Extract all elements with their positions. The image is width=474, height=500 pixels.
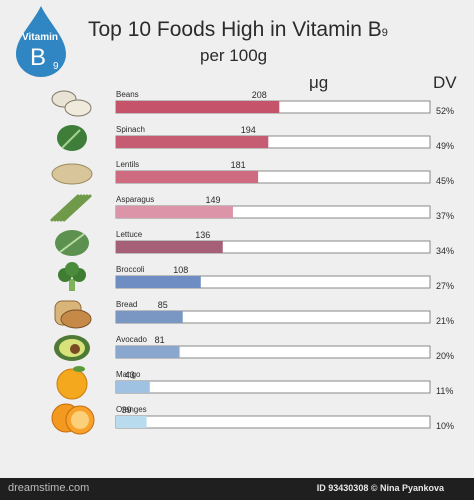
oranges-icon [51, 403, 95, 435]
footer-logo: dreamstime.com [8, 482, 90, 494]
data-bar [116, 276, 201, 288]
data-bar [116, 241, 223, 253]
category-label: Lettuce [116, 230, 143, 239]
value-label: 85 [158, 300, 168, 310]
dv-label: 52% [436, 106, 454, 116]
data-bar [116, 206, 233, 218]
value-label: 136 [195, 230, 210, 240]
footer-bar: dreamstime.com ID 93430308 © Nina Pyanko… [0, 478, 474, 500]
bread-icon [54, 300, 92, 329]
dv-label: 11% [436, 386, 453, 396]
data-bar [116, 381, 150, 393]
mango-icon [56, 366, 88, 400]
value-label: 181 [231, 160, 246, 170]
category-label: Spinach [116, 125, 145, 134]
data-bar [116, 346, 180, 358]
data-bar [116, 311, 183, 323]
bar-track [115, 415, 431, 429]
chart-title-main: Top 10 Foods High in Vitamin B [88, 18, 382, 41]
category-label: Beans [116, 90, 139, 99]
vitamin-drop-icon [16, 6, 66, 77]
badge-label: Vitamin [22, 32, 58, 43]
badge-subscript: 9 [53, 61, 59, 72]
beans-icon [51, 90, 92, 117]
chart-title-subscript: 9 [381, 27, 388, 39]
dv-label: 49% [436, 141, 454, 151]
spinach-icon [57, 125, 87, 151]
value-label: 149 [205, 195, 220, 205]
dv-label: 21% [436, 316, 454, 326]
category-label: Lentils [116, 160, 139, 169]
category-label: Mango [116, 370, 141, 379]
dv-label: 45% [436, 176, 454, 186]
data-bar [116, 101, 280, 113]
dv-label: 34% [436, 246, 454, 256]
category-label: Avocado [116, 335, 148, 344]
chart-subtitle: per 100g [200, 46, 268, 65]
value-label: 39 [122, 405, 132, 415]
food-bar-chart: Beans 208 52% Spinach 194 49% Lentils 181 45% Asp… [50, 90, 454, 435]
category-label: Asparagus [116, 195, 154, 204]
category-label: Oranges [116, 405, 147, 414]
value-label: 108 [173, 265, 188, 275]
category-label: Bread [116, 300, 137, 309]
value-label: 81 [155, 335, 165, 345]
data-bar [116, 171, 259, 183]
dv-label: 20% [436, 351, 454, 361]
data-bar [116, 136, 269, 148]
data-bar [116, 416, 147, 428]
avocado-icon [54, 335, 90, 361]
dv-label: 27% [436, 281, 454, 291]
dv-label: 10% [436, 421, 454, 431]
footer-credit: ID 93430308 © Nina Pyankova [316, 483, 444, 493]
category-label: Broccoli [116, 265, 145, 274]
broccoli-icon [58, 262, 86, 291]
value-label: 194 [241, 125, 256, 135]
dv-label: 37% [436, 211, 454, 221]
amount-column-header: μg [309, 73, 329, 92]
lettuce-icon [55, 230, 89, 256]
value-label: 43 [125, 370, 135, 380]
chart-title: Top 10 Foods High in Vitamin B9 [88, 18, 388, 42]
bar-track [115, 380, 431, 394]
asparagus-icon [50, 194, 92, 222]
value-label: 208 [252, 90, 267, 100]
dv-column-header: DV [433, 73, 457, 92]
badge-letter: B [30, 44, 47, 71]
lentils-icon [51, 163, 93, 185]
